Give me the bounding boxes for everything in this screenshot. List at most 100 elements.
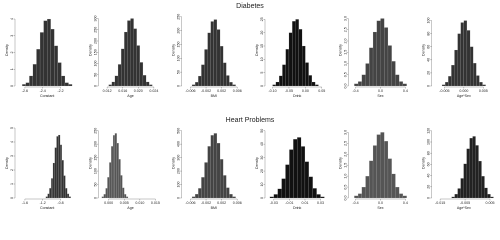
bar <box>130 18 134 87</box>
bar <box>195 82 199 87</box>
y-tick-label: 40 <box>427 58 431 62</box>
y-tick-label: 50 <box>260 129 264 133</box>
y-tick-label: 2 <box>10 52 14 54</box>
bar <box>473 63 477 87</box>
bar <box>320 196 325 199</box>
x-tick-label: -0.006 <box>185 89 195 93</box>
bar <box>457 33 461 87</box>
bar <box>277 188 282 199</box>
bar <box>469 46 474 87</box>
y-tick-label: 200 <box>177 28 181 34</box>
bar <box>116 143 119 199</box>
y-axis-label: Density <box>255 157 259 169</box>
bar <box>369 47 374 87</box>
bar <box>133 28 137 87</box>
x-tick-label: -0.002 <box>201 201 211 205</box>
bar <box>315 84 319 87</box>
bar <box>142 75 147 87</box>
y-tick-label: 150 <box>93 49 97 55</box>
bar <box>57 62 62 87</box>
x-tick-label: 0.03 <box>317 201 324 205</box>
y-axis-label: Density <box>338 44 342 56</box>
group-title: Diabetes <box>236 3 264 10</box>
y-tick-label: 250 <box>177 14 181 20</box>
bar <box>149 84 153 87</box>
x-tick-label: 0.0 <box>378 89 383 93</box>
bar <box>68 84 73 87</box>
y-tick-label: 1.5 <box>343 163 347 168</box>
bar <box>111 81 115 87</box>
bar <box>232 84 236 87</box>
page: Diabetes Heart Problems -2.6 -2.4 -2.2 0 1 2 3… <box>4 2 495 210</box>
bar <box>297 137 302 199</box>
bar <box>445 81 449 87</box>
bar <box>114 133 117 199</box>
bar <box>22 84 26 87</box>
bar <box>469 138 473 199</box>
y-tick-label: 100 <box>93 168 97 174</box>
bar <box>126 196 129 199</box>
x-axis-label: Sex <box>377 206 383 210</box>
y-tick-label: 0 <box>93 197 97 199</box>
y-axis-label: Density <box>172 44 176 56</box>
bar <box>121 48 125 87</box>
bar <box>60 144 62 199</box>
y-tick-label: 0 <box>177 85 181 87</box>
bar <box>395 74 400 87</box>
bar <box>204 162 208 199</box>
bar <box>490 196 494 199</box>
bar <box>219 46 224 87</box>
y-tick-label: 30 <box>260 156 264 160</box>
bar <box>204 49 208 87</box>
x-tick-label: 0.006 <box>233 201 242 205</box>
bar <box>45 196 48 199</box>
bar <box>354 195 359 199</box>
y-tick-label: 5 <box>10 127 14 129</box>
bar <box>114 75 119 87</box>
bar <box>136 45 140 87</box>
group-title: Heart Problems <box>226 117 275 124</box>
bar <box>229 194 233 199</box>
y-tick-label: 100 <box>93 61 97 67</box>
bar <box>117 64 122 87</box>
x-tick-label: 0.005 <box>486 201 495 205</box>
x-axis-label: BMI <box>211 94 217 98</box>
y-tick-label: 2.0 <box>343 39 347 44</box>
y-tick-label: 0 <box>427 85 431 87</box>
x-tick-label: 0.4 <box>403 89 408 93</box>
x-tick-label: -0.015 <box>435 201 445 205</box>
bar <box>399 81 404 87</box>
bar <box>122 187 125 199</box>
bar <box>288 32 293 87</box>
bar <box>39 32 44 87</box>
bar <box>207 32 211 87</box>
y-tick-label: 1.5 <box>343 50 347 55</box>
bar <box>478 160 482 199</box>
bar <box>124 31 128 87</box>
bar <box>395 186 400 199</box>
bar <box>451 196 455 199</box>
x-tick-label: -0.4 <box>352 201 358 205</box>
bar <box>226 75 230 87</box>
bar <box>107 177 110 199</box>
bar <box>201 64 205 87</box>
bar <box>198 75 202 87</box>
bar <box>399 193 404 199</box>
bar <box>372 31 377 87</box>
y-tick-label: 3 <box>10 155 14 157</box>
bar <box>304 161 309 199</box>
bar <box>285 164 290 199</box>
x-axis-label: Drink <box>293 206 302 210</box>
x-tick-label: 0.005 <box>120 201 129 205</box>
x-tick-label: 0.002 <box>217 89 226 93</box>
bar <box>472 136 476 199</box>
bar <box>484 187 488 199</box>
bar <box>454 49 458 87</box>
y-tick-label: 300 <box>177 155 181 161</box>
bar <box>479 81 483 87</box>
y-tick-label: 500 <box>177 128 181 134</box>
y-tick-label: 100 <box>427 139 431 145</box>
bar <box>32 64 37 87</box>
y-tick-label: 250 <box>93 27 97 33</box>
y-tick-label: 3 <box>10 35 14 37</box>
